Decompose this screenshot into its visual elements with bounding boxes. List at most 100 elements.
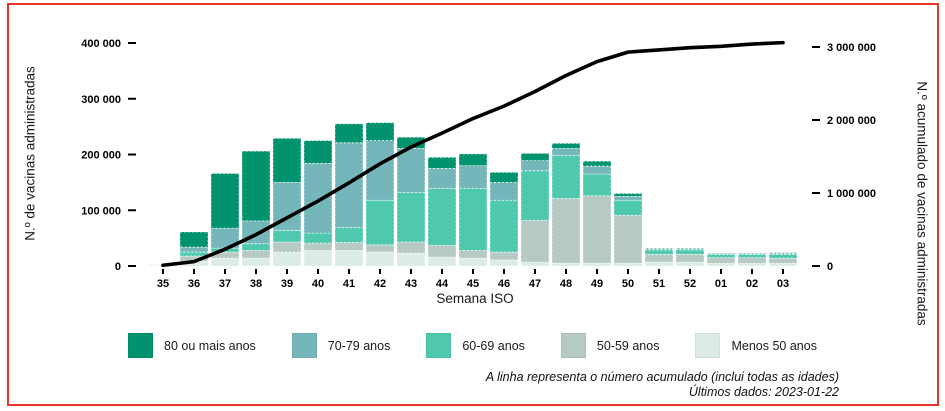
bar-segment-70-79-week-48 — [551, 147, 581, 157]
bar-segment-80-ou-mais-week-50 — [613, 193, 643, 197]
legend-label: 70-79 anos — [327, 338, 391, 353]
bar-segment-60-69-week-50 — [613, 199, 643, 216]
legend-swatch — [695, 333, 721, 358]
right-axis-tick-label: 3 000 000 — [827, 42, 876, 54]
legend-label: 50-59 anos — [596, 338, 660, 353]
cumulative-line — [161, 40, 785, 268]
bar-segment-menos-50-week-01 — [706, 262, 736, 267]
bar-segment-50-59-week-48 — [551, 198, 581, 264]
bar-segment-60-69-week-48 — [551, 155, 581, 199]
bar-segment-80-ou-mais-week-41 — [334, 123, 364, 144]
x-axis-tick-label: 50 — [622, 278, 634, 290]
bar-segment-50-59-week-52 — [675, 253, 705, 263]
bar-segment-50-59-week-03 — [768, 257, 798, 264]
bar-segment-70-79-week-03 — [768, 252, 798, 255]
x-axis-tick-label: 42 — [374, 278, 386, 290]
x-axis-title: Semana ISO — [436, 291, 514, 306]
bar-segment-70-79-week-46 — [489, 181, 519, 201]
left-axis-tick-label: 100 000 — [81, 205, 121, 217]
bar-segment-60-69-week-47 — [520, 170, 550, 221]
legend-swatch — [426, 333, 452, 358]
bar-segment-menos-50-week-47 — [520, 261, 550, 267]
x-axis-tick-label: 39 — [281, 278, 293, 290]
bar-segment-menos-50-week-50 — [613, 262, 643, 267]
bar-segment-60-69-week-02 — [737, 253, 767, 259]
bar-segment-menos-50-week-46 — [489, 259, 519, 267]
legend-label: Menos 50 anos — [731, 338, 817, 353]
bar-segment-60-69-week-03 — [768, 253, 798, 259]
legend-label: 60-69 anos — [462, 338, 525, 353]
x-axis-tick-label: 35 — [157, 278, 169, 290]
bar-segment-50-59-week-02 — [737, 257, 767, 264]
x-axis-tick-label: 45 — [467, 278, 479, 290]
bar-segment-60-69-week-01 — [706, 253, 736, 259]
bar-segment-60-69-week-38 — [241, 243, 271, 251]
bar-segment-80-ou-mais-week-46 — [489, 171, 519, 183]
bar-segment-80-ou-mais-week-51 — [644, 247, 674, 250]
bar-segment-menos-50-week-48 — [551, 262, 581, 267]
bar-segment-80-ou-mais-week-01 — [706, 252, 736, 255]
bar-segment-menos-50-week-41 — [334, 249, 364, 267]
x-axis-tick-label: 46 — [498, 278, 510, 290]
bar-segment-menos-50-week-39 — [272, 251, 302, 267]
bar-segment-80-ou-mais-week-38 — [241, 150, 271, 222]
bar-segment-70-79-week-36 — [179, 246, 209, 253]
legend-swatch — [291, 333, 317, 358]
bar-segment-menos-50-week-42 — [365, 251, 395, 267]
bar-segment-menos-50-week-03 — [768, 262, 798, 267]
legend-item-60-69-anos: 60-69 anos — [426, 333, 525, 358]
bar-segment-80-ou-mais-week-36 — [179, 231, 209, 248]
x-axis-tick-label: 02 — [746, 278, 758, 290]
bar-segment-50-59-week-44 — [427, 244, 457, 258]
bar-segment-70-79-week-43 — [396, 147, 426, 193]
legend-item-80-ou-mais-anos: 80 ou mais anos — [128, 333, 256, 358]
bar-segment-60-69-week-36 — [179, 251, 209, 257]
bar-segment-menos-50-week-02 — [737, 262, 767, 267]
bar-segment-menos-50-week-40 — [303, 249, 333, 267]
bar-segment-menos-50-week-38 — [241, 257, 271, 267]
x-axis-tick-label: 52 — [684, 278, 696, 290]
bar-segment-70-79-week-49 — [582, 165, 612, 175]
bar-segment-70-79-week-47 — [520, 160, 550, 172]
bar-segment-50-59-week-51 — [644, 253, 674, 263]
bar-segment-60-69-week-43 — [396, 192, 426, 243]
bar-segment-menos-50-week-43 — [396, 252, 426, 267]
bar-segment-60-69-week-45 — [458, 188, 488, 251]
x-axis-tick-label: 41 — [343, 278, 355, 290]
bar-segment-80-ou-mais-week-39 — [272, 137, 302, 183]
right-axis-tick-label: 2 000 000 — [827, 115, 876, 127]
x-axis-tick-label: 44 — [436, 278, 449, 290]
bar-segment-menos-50-week-52 — [675, 261, 705, 267]
bar-segment-menos-50-week-45 — [458, 257, 488, 267]
bar-segment-80-ou-mais-week-52 — [675, 247, 705, 250]
legend-label: 80 ou mais anos — [164, 338, 256, 353]
bar-segment-50-59-week-43 — [396, 241, 426, 254]
bar-segment-80-ou-mais-week-40 — [303, 140, 333, 164]
bar-segment-50-59-week-46 — [489, 251, 519, 261]
bar-segment-60-69-week-42 — [365, 199, 395, 246]
legend-item-menos-50-anos: Menos 50 anos — [695, 333, 817, 358]
right-axis-tick-label: 1 000 000 — [827, 188, 876, 200]
footnote-line2: Últimos dados: 2023-01-22 — [688, 385, 839, 399]
left-axis-tick-label: 200 000 — [81, 150, 121, 162]
bar-segment-50-59-week-49 — [582, 195, 612, 264]
bar-segment-60-69-week-51 — [644, 249, 674, 255]
legend: 80 ou mais anos 70-79 anos 60-69 anos 50-59… — [0, 333, 945, 358]
bar-segment-80-ou-mais-week-47 — [520, 152, 550, 162]
x-axis-tick-label: 49 — [591, 278, 603, 290]
bar-segment-50-59-week-40 — [303, 242, 333, 251]
bar-segment-50-59-week-50 — [613, 214, 643, 264]
bar-segment-60-69-week-49 — [582, 173, 612, 197]
left-axis-tick-label: 300 000 — [81, 94, 121, 106]
bar-segment-60-69-week-52 — [675, 249, 705, 255]
legend-swatch — [560, 333, 586, 358]
footnote: A linha representa o número acumulado (i… — [486, 370, 839, 400]
bar-segment-50-59-week-01 — [706, 257, 736, 264]
bar-segment-60-69-week-39 — [272, 229, 302, 243]
x-axis-tick-label: 03 — [777, 278, 789, 290]
bar-segment-menos-50-week-49 — [582, 262, 612, 267]
bar-segment-50-59-week-41 — [334, 242, 364, 251]
bar-segment-70-79-week-50 — [613, 195, 643, 201]
bar-segment-80-ou-mais-week-48 — [551, 142, 581, 149]
legend-item-70-79-anos: 70-79 anos — [291, 333, 391, 358]
